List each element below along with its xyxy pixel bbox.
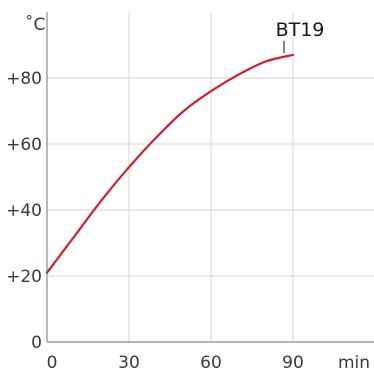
x-tick-label: 60 xyxy=(200,353,222,373)
y-tick-label: +40 xyxy=(6,201,42,221)
x-tick-label: 0 xyxy=(47,353,58,373)
series-layer xyxy=(45,53,295,274)
y-tick-label: +20 xyxy=(6,267,42,287)
y-tick-label: +60 xyxy=(6,135,42,155)
x-axis-unit-label: min xyxy=(338,353,370,373)
series-annotation-label: BT19 xyxy=(276,19,325,41)
y-tick-label: 0 xyxy=(31,333,42,353)
y-tick-labels: 0 +20 +40 +60 +80 xyxy=(6,69,42,353)
x-tick-labels: 0 30 60 90 xyxy=(47,353,304,373)
y-tick-label: +80 xyxy=(6,69,42,89)
x-tick-label: 30 xyxy=(118,353,140,373)
x-tick-label: 90 xyxy=(282,353,304,373)
grid-lines xyxy=(47,12,374,342)
series-line-bt19 xyxy=(45,53,295,274)
y-axis-unit-label: ˚C xyxy=(25,14,45,35)
axes xyxy=(46,12,374,343)
